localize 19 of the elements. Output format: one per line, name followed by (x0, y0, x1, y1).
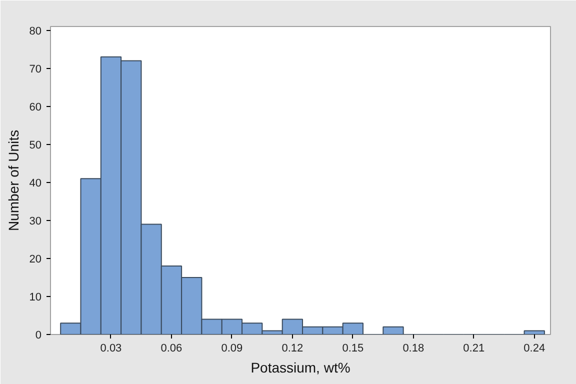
x-tick-label: 0.24 (524, 342, 546, 354)
y-tick-label: 10 (29, 291, 42, 304)
y-tick-label: 40 (29, 177, 42, 190)
y-axis-title: Number of Units (5, 130, 22, 232)
x-tick-label: 0.09 (221, 342, 243, 354)
x-tick-label: 0.03 (100, 342, 122, 354)
y-tick-label: 80 (29, 25, 42, 38)
y-tick-label: 50 (29, 139, 42, 152)
y-tick-label: 70 (29, 63, 42, 76)
y-tick-label: 60 (29, 101, 42, 114)
y-tick-label: 0 (35, 330, 42, 342)
y-tick-label: 20 (29, 253, 42, 266)
x-tick-label: 0.12 (282, 342, 304, 354)
x-tick-label: 0.15 (342, 342, 364, 354)
x-tick-label: 0.21 (463, 342, 485, 354)
x-tick-label: 0.06 (160, 342, 182, 354)
x-tick-label: 0.18 (402, 342, 424, 354)
x-axis-title: Potassium, wt% (250, 360, 350, 376)
y-tick-label: 30 (29, 215, 42, 228)
